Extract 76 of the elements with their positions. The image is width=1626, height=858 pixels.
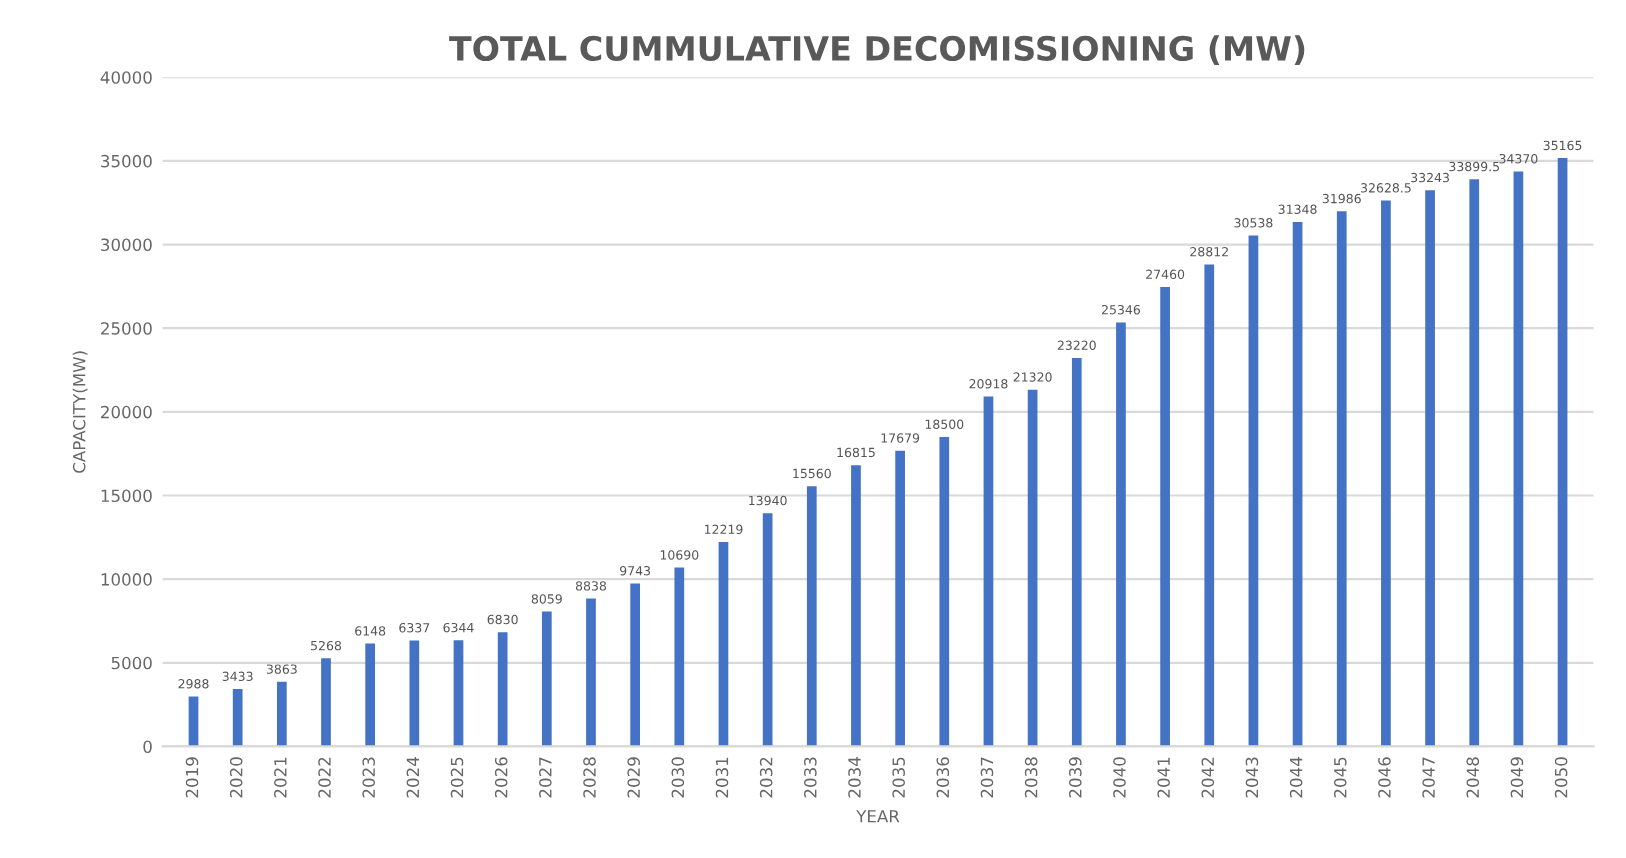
bar (365, 643, 376, 747)
y-tick-label: 0 (143, 740, 152, 754)
y-tick-label: 5000 (111, 656, 152, 670)
x-tick-label: 2036 (936, 757, 950, 798)
x-tick-label: 2041 (1157, 757, 1170, 798)
bar (232, 689, 243, 747)
x-axis-title: YEAR (856, 810, 900, 823)
bar (983, 396, 994, 747)
x-tick-label: 2034 (848, 757, 861, 798)
bar (1336, 211, 1347, 747)
x-tick-label: 2043 (1245, 757, 1259, 798)
x-tick-label: 2019 (185, 757, 199, 798)
y-tick-label: 40000 (100, 71, 152, 84)
bar (630, 583, 640, 747)
x-tick-label: 2050 (1554, 757, 1568, 798)
y-tick-label: 15000 (101, 489, 152, 503)
bar (939, 436, 950, 747)
x-tick-label: 2046 (1378, 757, 1391, 798)
x-tick-label: 2026 (494, 757, 508, 798)
y-tick-label: 20000 (101, 405, 152, 419)
x-tick-label: 2029 (627, 757, 640, 798)
bar (1027, 389, 1038, 747)
x-tick-label: 2035 (892, 757, 905, 798)
bar (718, 542, 729, 747)
bar (541, 611, 552, 747)
bar (1557, 158, 1568, 747)
bar (586, 598, 596, 747)
bar (1292, 221, 1303, 747)
x-tick-label: 2023 (362, 757, 375, 798)
x-tick-label: 2044 (1289, 757, 1303, 798)
x-tick-label: 2042 (1201, 757, 1215, 798)
chart-title: TOTAL CUMMULATIVE DECOMISSIONING (MW) (449, 35, 1305, 65)
y-tick-label: 35000 (101, 154, 152, 168)
x-tick-label: 2038 (1024, 757, 1038, 798)
bar (1248, 235, 1259, 747)
bar (1204, 264, 1215, 747)
bar (188, 696, 199, 747)
x-tick-label: 2021 (274, 757, 287, 798)
bar (1513, 171, 1524, 747)
y-tick-label: 30000 (101, 238, 152, 252)
bar (276, 681, 287, 747)
x-tick-label: 2030 (671, 757, 685, 798)
x-tick-label: 2025 (450, 757, 464, 798)
bar (1425, 190, 1435, 747)
x-tick-label: 2024 (406, 757, 420, 798)
x-tick-label: 2048 (1466, 757, 1480, 798)
x-tick-label: 2031 (715, 757, 729, 798)
bar (806, 486, 817, 747)
x-tick-label: 2028 (583, 757, 596, 798)
bar (1160, 287, 1170, 747)
y-tick-label: 10000 (101, 573, 152, 586)
y-tick-label: 25000 (101, 322, 152, 335)
x-tick-label: 2032 (759, 757, 773, 798)
x-tick-label: 2040 (1113, 757, 1126, 798)
bar (762, 513, 773, 747)
x-tick-label: 2047 (1422, 757, 1435, 798)
y-axis-title: CAPACITY(MW) (72, 351, 88, 473)
x-tick-label: 2037 (980, 757, 994, 798)
bar (1116, 322, 1126, 747)
bar (1381, 200, 1391, 747)
x-tick-label: 2039 (1069, 757, 1082, 798)
bar (851, 465, 861, 747)
bar (895, 450, 905, 747)
x-tick-label: 2022 (318, 757, 331, 798)
x-tick-label: 2020 (229, 757, 243, 798)
bar (1071, 357, 1082, 747)
bar (409, 640, 420, 747)
bar (674, 567, 685, 747)
bar (1469, 179, 1480, 747)
bar (321, 658, 331, 747)
bar (497, 632, 508, 747)
x-tick-label: 2027 (539, 757, 552, 798)
x-tick-label: 2033 (804, 757, 817, 798)
x-tick-label: 2049 (1510, 757, 1524, 798)
bar (453, 640, 464, 747)
x-tick-label: 2045 (1333, 757, 1347, 798)
